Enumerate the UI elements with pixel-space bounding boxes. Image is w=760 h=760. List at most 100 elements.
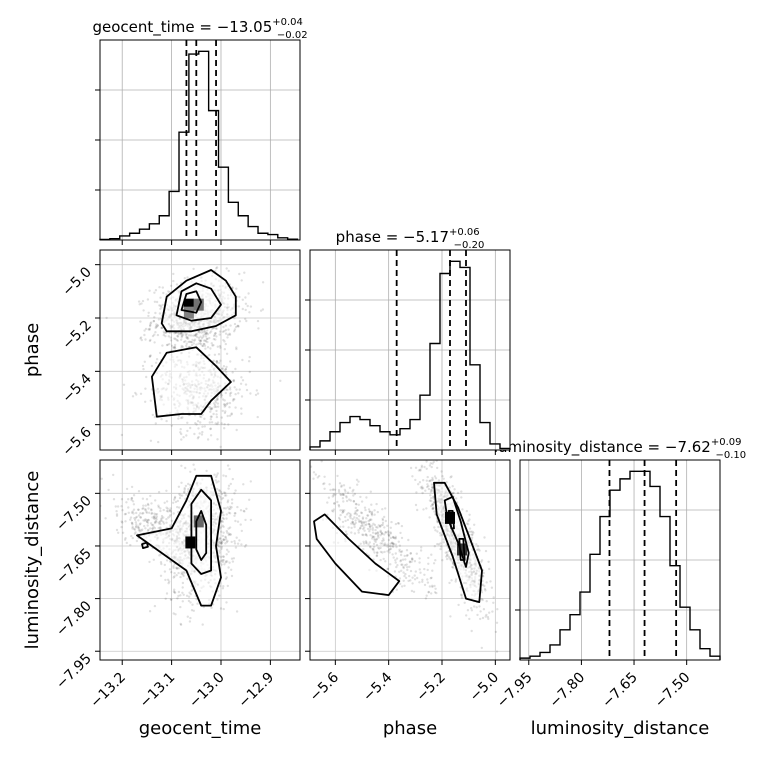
scatter-point <box>209 407 212 411</box>
scatter-point <box>155 521 158 524</box>
scatter-point <box>160 326 164 330</box>
scatter-point <box>340 484 343 487</box>
scatter-point <box>209 427 212 431</box>
scatter-point <box>159 509 162 513</box>
scatter-point <box>187 595 191 598</box>
scatter-point <box>363 529 366 532</box>
scatter-point <box>226 560 229 563</box>
scatter-point <box>377 533 380 536</box>
scatter-point <box>233 514 236 517</box>
scatter-point <box>222 531 225 534</box>
scatter-point <box>341 510 345 513</box>
scatter-point <box>427 590 430 594</box>
scatter-point <box>225 513 228 516</box>
scatter-point <box>124 520 127 523</box>
scatter-point <box>256 392 260 395</box>
scatter-point <box>226 333 230 337</box>
scatter-point <box>392 536 396 539</box>
scatter-point <box>248 498 251 501</box>
scatter-point <box>436 519 439 523</box>
scatter-point <box>468 527 472 530</box>
scatter-point <box>241 307 244 311</box>
scatter-point <box>229 391 233 394</box>
scatter-point <box>356 483 359 486</box>
scatter-point <box>228 512 232 515</box>
scatter-point <box>348 515 351 518</box>
scatter-point <box>409 466 413 470</box>
scatter-point <box>154 325 158 328</box>
scatter-point <box>156 324 159 327</box>
scatter-point <box>306 486 308 488</box>
scatter-point <box>144 504 147 507</box>
scatter-point <box>381 551 384 554</box>
scatter-point <box>227 487 230 490</box>
scatter-point <box>224 328 228 332</box>
scatter-point <box>145 375 148 379</box>
scatter-point <box>475 606 478 609</box>
scatter-point <box>153 291 156 294</box>
scatter-point <box>418 557 421 560</box>
scatter-point <box>404 576 408 580</box>
scatter-point <box>455 497 458 500</box>
scatter-point <box>189 340 193 344</box>
scatter-point <box>368 510 371 513</box>
scatter-point <box>165 521 168 524</box>
scatter-point <box>355 478 359 481</box>
scatter-point <box>223 423 226 426</box>
scatter-point <box>366 527 370 531</box>
scatter-point <box>175 338 179 342</box>
scatter-point <box>127 511 130 514</box>
scatter-point <box>115 513 119 516</box>
scatter-point <box>432 497 435 500</box>
scatter-point <box>221 524 224 527</box>
scatter-point <box>479 610 482 613</box>
scatter-point <box>370 512 374 515</box>
scatter-point <box>244 308 247 312</box>
scatter-point <box>229 324 232 327</box>
scatter-point <box>182 436 185 439</box>
scatter-point <box>144 327 148 331</box>
scatter-point <box>215 415 219 419</box>
scatter-point <box>417 483 420 486</box>
scatter-point <box>150 502 153 505</box>
scatter-point <box>225 553 228 556</box>
scatter-point <box>428 585 432 588</box>
scatter-point <box>357 531 360 534</box>
scatter-point <box>187 482 190 486</box>
scatter-point <box>139 522 142 525</box>
scatter-point <box>404 572 407 576</box>
scatter-point <box>159 304 162 307</box>
scatter-point <box>199 339 202 343</box>
scatter-point <box>333 502 336 505</box>
scatter-point <box>370 518 373 521</box>
scatter-point <box>174 347 177 350</box>
scatter-point <box>178 493 181 496</box>
scatter-point <box>488 611 491 614</box>
scatter-point <box>179 605 182 609</box>
scatter-point <box>391 535 395 539</box>
scatter-point <box>234 546 238 549</box>
scatter-point <box>178 496 182 500</box>
scatter-point <box>215 360 219 363</box>
scatter-point <box>169 336 172 339</box>
scatter-point <box>431 486 434 489</box>
scatter-point <box>228 392 232 395</box>
panel-frame <box>99 249 301 451</box>
scatter-point <box>137 526 140 530</box>
scatter-point <box>162 522 166 525</box>
scatter-point <box>140 338 143 342</box>
scatter-point <box>366 514 369 517</box>
xtick-label-geocent_time-1: −13.1 <box>137 670 179 712</box>
scatter-point <box>475 543 478 546</box>
scatter-point <box>211 344 214 347</box>
scatter-point <box>153 341 156 344</box>
scatter-point <box>142 309 145 312</box>
scatter-point <box>169 284 173 287</box>
scatter-point <box>375 543 379 547</box>
scatter-point <box>144 400 147 403</box>
scatter-point <box>149 354 152 357</box>
scatter-point <box>209 347 212 350</box>
scatter-point <box>182 333 185 336</box>
scatter-point <box>468 518 471 521</box>
scatter-point <box>221 398 225 401</box>
